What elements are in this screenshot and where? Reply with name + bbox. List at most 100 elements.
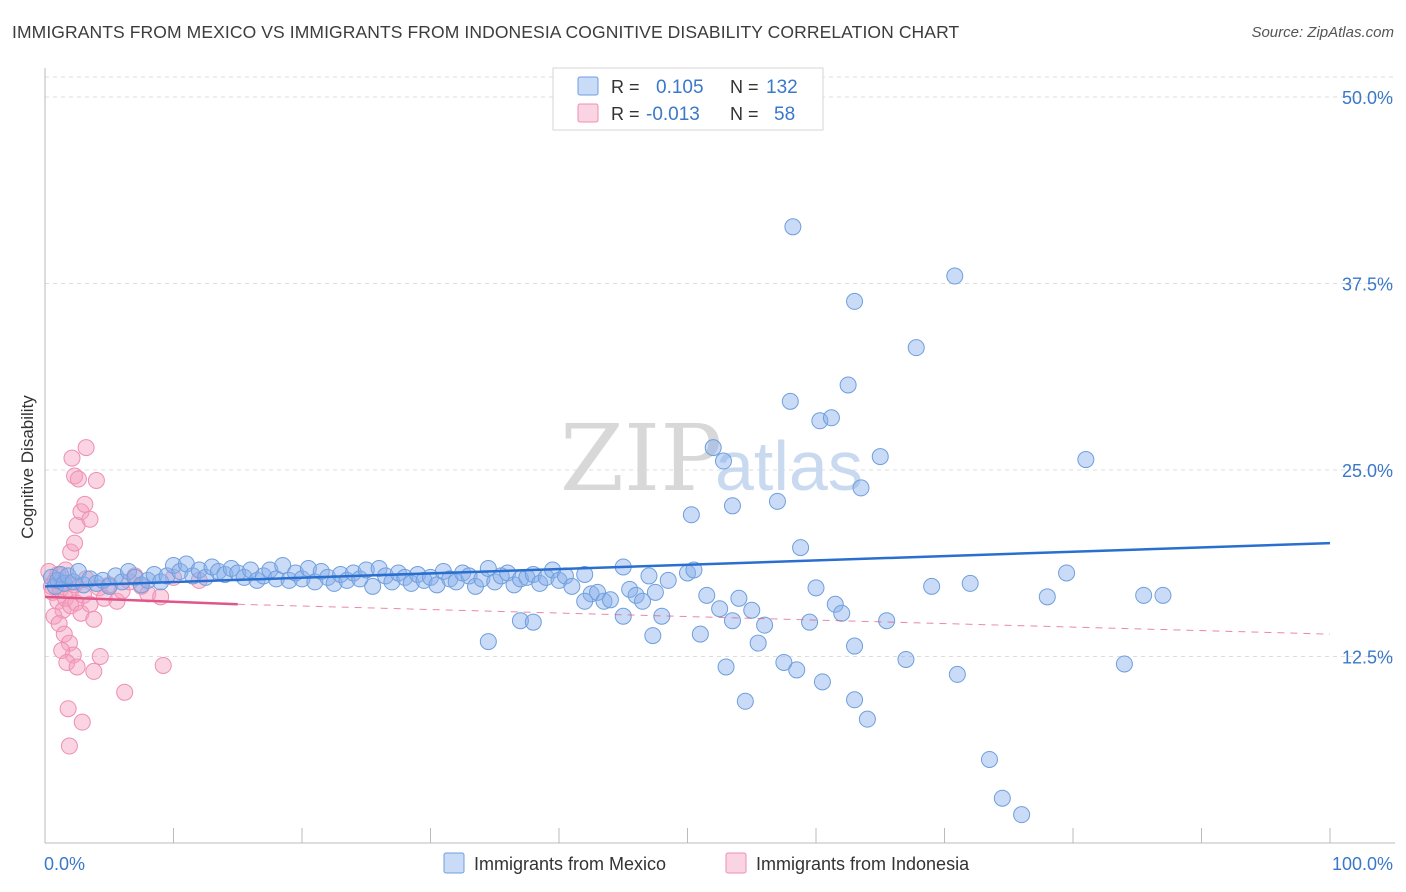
watermark: ZIP atlas xyxy=(560,405,863,512)
mexico-point xyxy=(704,439,722,457)
mexico-point xyxy=(736,692,754,710)
bottom-legend-swatch-mexico xyxy=(443,852,465,874)
mexico-point xyxy=(274,556,292,574)
mexico-point xyxy=(595,592,613,610)
mexico-point xyxy=(1058,564,1076,582)
mexico-point xyxy=(714,452,732,470)
legend-swatch-indonesia xyxy=(577,103,599,123)
bottom-legend-label-indonesia: Immigrants from Indonesia xyxy=(756,854,970,874)
mexico-point xyxy=(801,613,819,631)
indonesia-point xyxy=(85,610,103,628)
mexico-point xyxy=(332,565,350,583)
watermark-zip: ZIP xyxy=(560,405,722,512)
mexico-point xyxy=(511,612,529,630)
mexico-point xyxy=(184,567,202,585)
watermark-atlas: atlas xyxy=(715,427,863,505)
mexico-point xyxy=(743,601,761,619)
axes xyxy=(44,68,1395,844)
indonesia-point xyxy=(50,615,68,633)
mexico-point xyxy=(907,339,925,357)
mexico-point xyxy=(563,577,581,595)
mexico-point xyxy=(948,665,966,683)
x-tick-label-max: 100.0% xyxy=(1332,854,1393,874)
indonesia-point xyxy=(87,471,105,489)
mexico-point xyxy=(946,267,964,285)
legend-n-label: N = xyxy=(730,77,759,97)
mexico-point xyxy=(1135,586,1153,604)
mexico-point xyxy=(961,574,979,592)
indonesia-point xyxy=(77,439,95,457)
mexico-point xyxy=(120,562,138,580)
mexico-point xyxy=(749,634,767,652)
mexico-point xyxy=(826,595,844,613)
x-tick-labels: 0.0% 100.0% xyxy=(44,854,1393,874)
y-tick-label: 37.5% xyxy=(1342,275,1393,295)
indonesia-point xyxy=(73,713,91,731)
indonesia-point xyxy=(81,510,99,528)
mexico-point xyxy=(846,637,864,655)
mexico-point xyxy=(100,577,118,595)
y-tick-label: 12.5% xyxy=(1342,648,1393,668)
mexico-point xyxy=(402,574,420,592)
mexico-point xyxy=(993,789,1011,807)
mexico-point xyxy=(730,589,748,607)
series-legend: Immigrants from Mexico Immigrants from I… xyxy=(443,852,970,874)
mexico-point xyxy=(717,658,735,676)
mexico-point xyxy=(682,506,700,524)
indonesia-point xyxy=(154,656,172,674)
y-axis-label: Cognitive Disability xyxy=(17,395,37,539)
indonesia-point xyxy=(55,625,73,643)
mexico-point xyxy=(839,376,857,394)
mexico-point xyxy=(614,607,632,625)
legend-swatch-mexico xyxy=(577,76,599,96)
mexico-point xyxy=(980,750,998,768)
mexico-point xyxy=(1154,586,1172,604)
mexico-point xyxy=(479,633,497,651)
mexico-point xyxy=(858,710,876,728)
mexico-point xyxy=(871,448,889,466)
indonesia-point xyxy=(85,662,103,680)
indonesia-trend-extension xyxy=(237,603,1331,635)
mexico-point xyxy=(364,577,382,595)
mexico-point xyxy=(524,613,542,631)
mexico-point xyxy=(923,577,941,595)
mexico-point xyxy=(216,565,234,583)
mexico-point xyxy=(158,567,176,585)
mexico-point xyxy=(531,574,549,592)
mexico-point xyxy=(165,556,182,574)
mexico-point xyxy=(768,492,786,510)
mexico-point xyxy=(813,673,831,691)
mexico-point xyxy=(589,583,607,601)
mexico-point xyxy=(644,627,662,645)
legend-n-value: 132 xyxy=(766,77,798,98)
mexico-point xyxy=(833,604,851,622)
mexico-point xyxy=(852,479,870,497)
mexico-point xyxy=(312,562,330,580)
mexico-point xyxy=(691,625,709,643)
mexico-point xyxy=(781,392,799,410)
indonesia-point xyxy=(108,592,126,610)
indonesia-point xyxy=(60,737,78,755)
indonesia-point xyxy=(59,700,77,718)
mexico-point xyxy=(113,573,131,591)
mexico-point xyxy=(505,576,523,594)
mexico-point xyxy=(756,616,774,634)
x-tick-label-min: 0.0% xyxy=(44,854,85,874)
indonesia-point xyxy=(66,534,84,552)
mexico-point xyxy=(698,586,716,604)
mexico-point xyxy=(711,600,729,618)
mexico-point xyxy=(792,539,810,557)
mexico-point xyxy=(621,580,639,598)
legend-r-value: 0.105 xyxy=(656,77,704,98)
mexico-point xyxy=(601,591,619,609)
indonesia-point xyxy=(69,470,87,488)
mexico-point xyxy=(634,592,652,610)
indonesia-point xyxy=(76,495,94,513)
mexico-point xyxy=(659,571,677,589)
indonesia-point xyxy=(68,658,86,676)
legend-r-label: R = xyxy=(611,104,640,124)
source-attribution: Source: ZipAtlas.com xyxy=(1251,24,1394,41)
indonesia-point xyxy=(58,653,76,671)
bottom-legend-swatch-indonesia xyxy=(725,852,747,874)
mexico-point xyxy=(846,691,864,709)
